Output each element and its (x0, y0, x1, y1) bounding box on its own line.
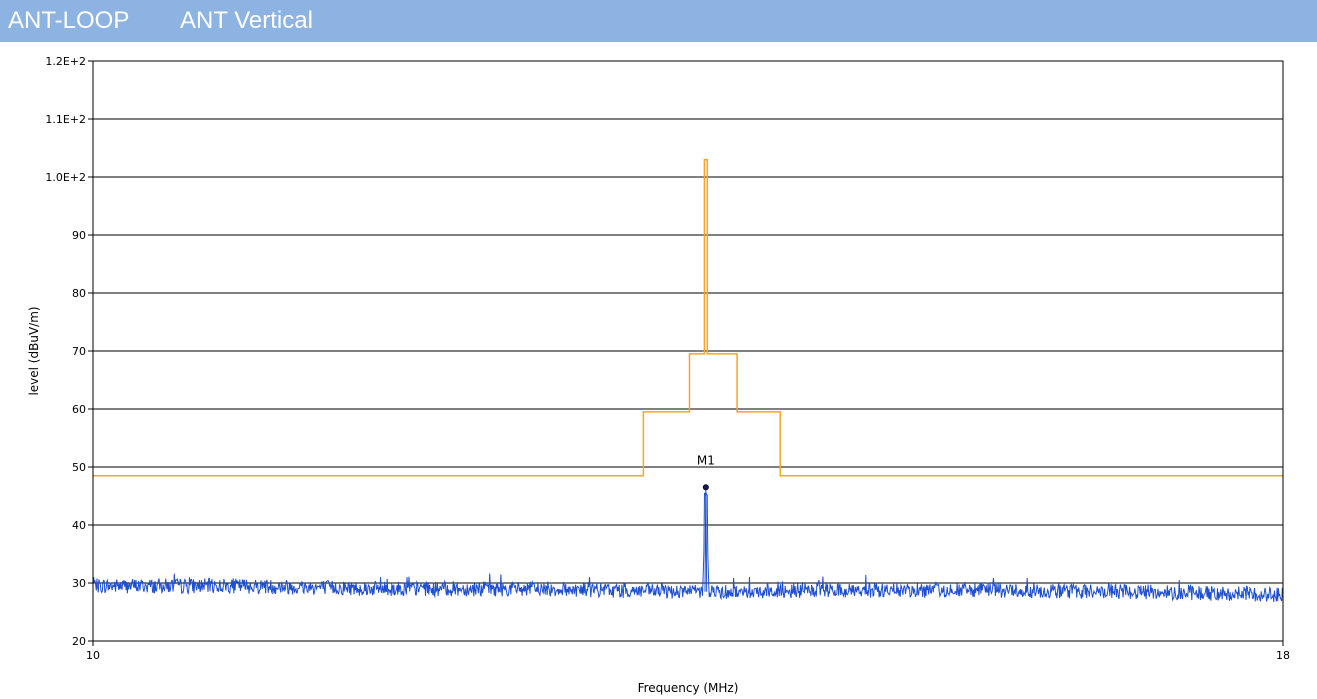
y-tick-label: 1.0E+2 (45, 171, 86, 184)
x-tick-label: 18 (1276, 649, 1290, 662)
marker-label: M1 (697, 453, 715, 467)
y-tick-label: 70 (72, 345, 86, 358)
grid-lines (93, 60, 1283, 642)
y-tick-label: 1.2E+2 (45, 55, 86, 68)
y-tick-label: 50 (72, 461, 86, 474)
y-axis-title: level (dBuV/m) (27, 306, 41, 395)
y-tick-label: 20 (72, 635, 86, 648)
y-tick-label: 40 (72, 519, 86, 532)
plot-frame (92, 60, 1284, 642)
limit-line (93, 158, 1283, 477)
measured-trace (92, 487, 1284, 602)
x-axis-ticks: 10 18 (86, 641, 1290, 662)
y-tick-label: 90 (72, 229, 86, 242)
y-tick-label: 30 (72, 577, 86, 590)
y-tick-label: 80 (72, 287, 86, 300)
x-axis-title: Frequency (MHz) (638, 681, 739, 695)
y-tick-label: 1.1E+2 (45, 113, 86, 126)
title-bar: ANT-LOOP ANT Vertical (0, 0, 1317, 42)
marker-point (702, 484, 709, 491)
title-right: ANT Vertical (180, 7, 313, 34)
series-layer: M1 (92, 158, 1284, 602)
y-axis-ticks: 20 30 40 50 60 70 80 90 1.0E+2 1.1E+2 1.2E+2 (45, 55, 93, 648)
title-left: ANT-LOOP (8, 7, 130, 34)
y-tick-label: 60 (72, 403, 86, 416)
x-tick-label: 10 (86, 649, 100, 662)
